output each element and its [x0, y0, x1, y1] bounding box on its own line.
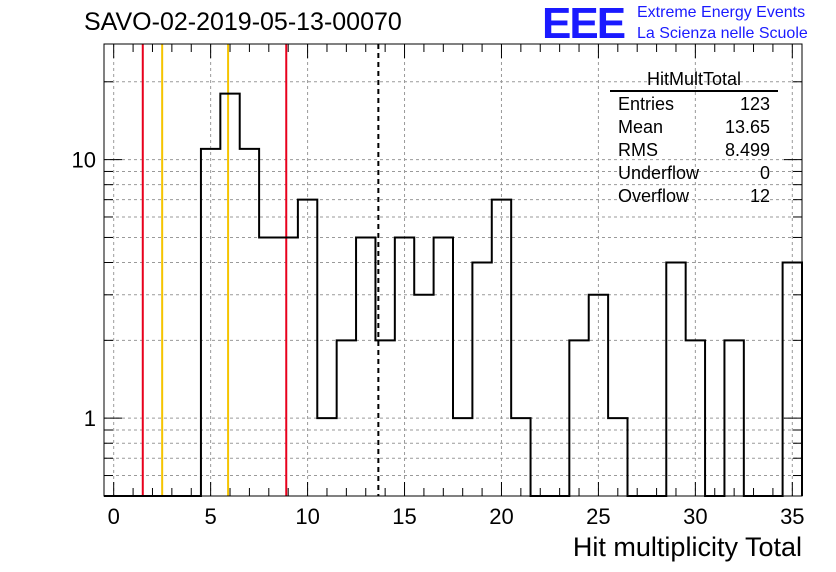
x-tick-label: 25	[586, 504, 610, 529]
histogram-bin	[298, 200, 317, 496]
y-tick-label: 10	[72, 148, 96, 173]
stats-value: 8.499	[724, 140, 770, 160]
axes: 0 5 10 15 20 25 30 35 1 10	[72, 43, 805, 529]
x-tick-label: 35	[780, 504, 804, 529]
histogram-bin	[666, 263, 685, 496]
stats-row: Underflow 0	[610, 162, 778, 185]
y-tick-label: 1	[84, 406, 96, 431]
histogram-bin	[472, 263, 491, 496]
stats-title: HitMultTotal	[610, 68, 778, 92]
histogram-bin	[453, 418, 472, 496]
histogram-bin	[434, 237, 453, 496]
x-tick-label: 10	[295, 504, 319, 529]
histogram-bin	[569, 340, 588, 496]
stats-value: 12	[749, 186, 770, 206]
histogram-bin	[201, 149, 220, 496]
histogram-bin	[724, 340, 743, 496]
x-tick-label: 30	[683, 504, 707, 529]
stats-row: Overflow 12	[610, 185, 778, 208]
run-title: SAVO-02-2019-05-13-00070	[84, 8, 402, 36]
stats-key: Entries	[618, 94, 675, 114]
histogram-bin	[279, 237, 298, 496]
histogram-bin	[375, 340, 394, 496]
plot-frame	[103, 43, 803, 497]
x-axis-label: Hit multiplicity Total	[572, 532, 802, 562]
histogram-bin	[356, 237, 375, 496]
histogram-bin	[220, 94, 239, 496]
logo-line-2: La Scienza nelle Scuole	[637, 25, 808, 42]
stats-row: Mean 13.65	[610, 116, 778, 139]
x-tick-label: 5	[205, 504, 217, 529]
histogram-outline	[104, 92, 803, 497]
histogram-bin	[240, 149, 259, 496]
stats-key: RMS	[618, 140, 658, 160]
stats-value: 0	[759, 163, 770, 183]
stats-key: Underflow	[618, 163, 700, 183]
x-tick-label: 0	[108, 504, 120, 529]
stats-key: Mean	[618, 117, 664, 137]
histogram-bin	[395, 237, 414, 496]
histogram-bin	[317, 418, 336, 496]
logo-mark: EEE	[542, 0, 626, 48]
histogram-bin	[589, 295, 608, 496]
histogram-bin	[783, 263, 802, 496]
stats-row: Entries 123	[610, 93, 778, 116]
histogram-bin	[337, 340, 356, 496]
histogram-bin	[259, 237, 278, 496]
x-tick-label: 15	[392, 504, 416, 529]
histogram-bin	[686, 340, 705, 496]
stats-box: HitMultTotal Entries 123 Mean 13.65 RMS …	[610, 68, 778, 208]
eee-logo: EEE Extreme Energy Events La Scienza nel…	[542, 2, 832, 46]
stats-row: RMS 8.499	[610, 139, 778, 162]
stats-value: 123	[739, 94, 770, 114]
histogram-bin	[608, 418, 627, 496]
histogram-bin	[414, 295, 433, 496]
histogram-series	[104, 92, 803, 497]
stats-value: 13.65	[724, 117, 770, 137]
x-tick-label: 20	[489, 504, 513, 529]
marker-lines	[141, 44, 380, 496]
histogram-bin	[511, 418, 530, 496]
histogram-bin	[492, 200, 511, 496]
logo-line-1: Extreme Energy Events	[637, 4, 806, 21]
stats-key: Overflow	[618, 186, 690, 206]
